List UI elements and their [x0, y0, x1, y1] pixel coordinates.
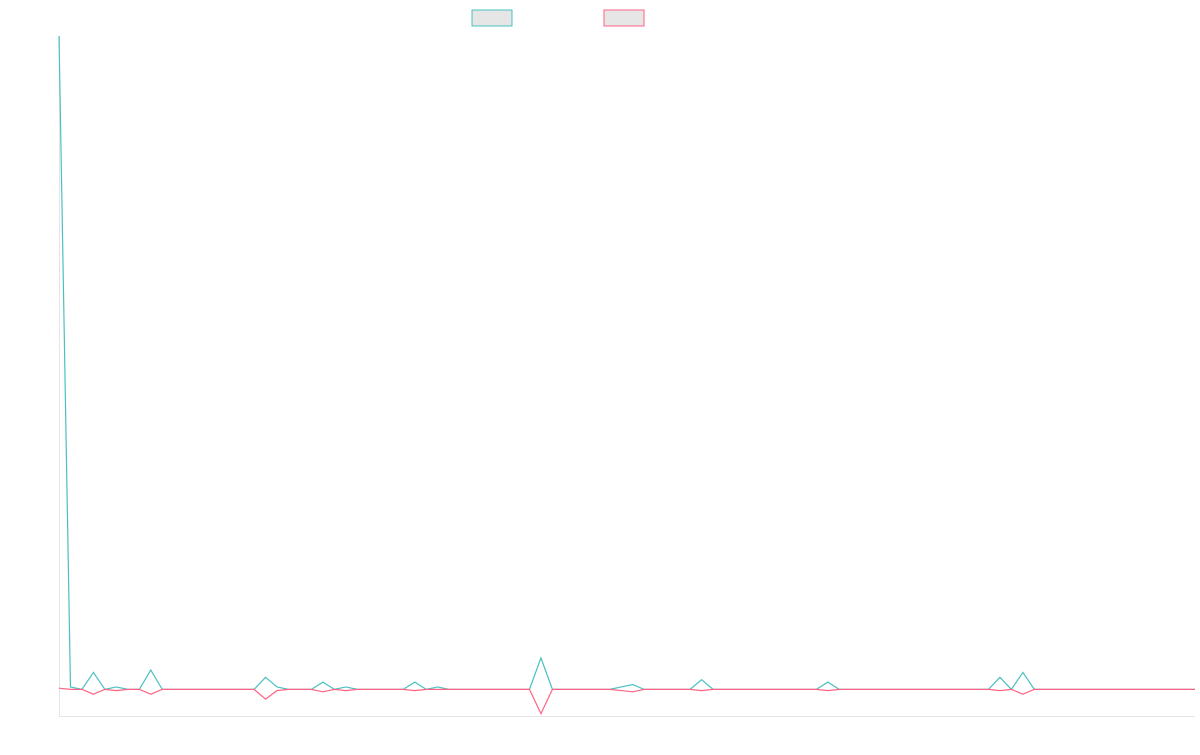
legend-item-series-b[interactable] — [603, 9, 645, 27]
legend-swatch-series-b — [603, 9, 645, 27]
legend-swatch-series-a — [471, 9, 513, 27]
legend-item-series-a[interactable] — [471, 9, 513, 27]
legend — [471, 9, 645, 27]
series-line-series-b — [58, 687, 1195, 715]
series-line-series-a — [58, 35, 1195, 691]
